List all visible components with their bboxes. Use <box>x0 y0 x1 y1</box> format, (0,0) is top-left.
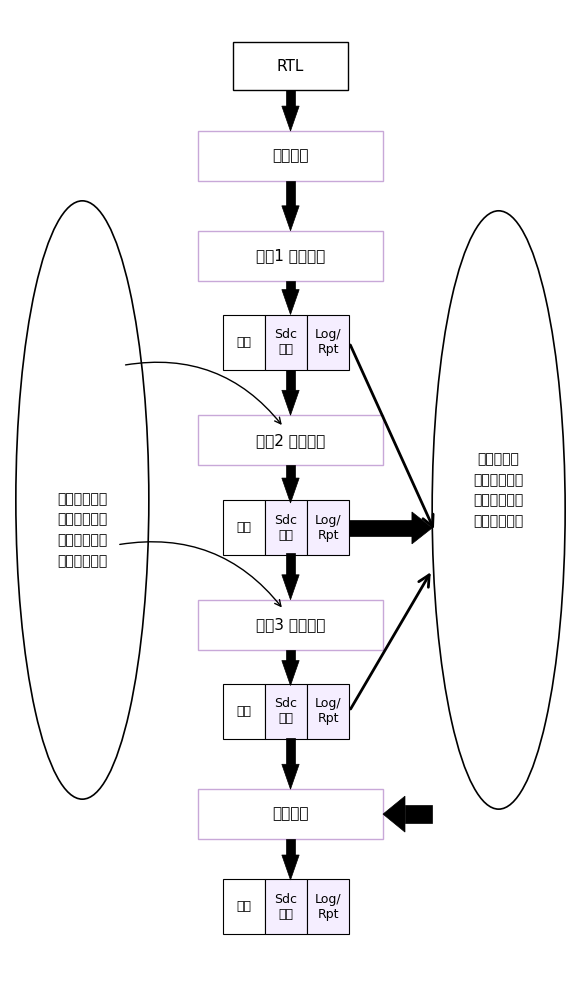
FancyBboxPatch shape <box>265 684 307 739</box>
Polygon shape <box>412 512 432 544</box>
Text: Sdc
约束: Sdc 约束 <box>274 328 297 356</box>
Polygon shape <box>282 478 299 503</box>
FancyBboxPatch shape <box>223 315 265 370</box>
Text: Log/
Rpt: Log/ Rpt <box>315 328 342 356</box>
Polygon shape <box>286 839 295 855</box>
FancyBboxPatch shape <box>232 42 349 90</box>
Polygon shape <box>383 796 405 832</box>
Text: 数据处理脚
本：数据临时
缓存区、自动
搜寻与读取等: 数据处理脚 本：数据临时 缓存区、自动 搜寻与读取等 <box>474 452 524 528</box>
Text: Log/
Rpt: Log/ Rpt <box>315 893 342 921</box>
Text: 网表: 网表 <box>236 336 251 349</box>
FancyBboxPatch shape <box>307 315 349 370</box>
Polygon shape <box>286 90 295 106</box>
FancyBboxPatch shape <box>223 684 265 739</box>
Polygon shape <box>282 290 299 315</box>
FancyBboxPatch shape <box>307 879 349 934</box>
Polygon shape <box>282 661 299 685</box>
Polygon shape <box>282 390 299 415</box>
FancyBboxPatch shape <box>307 500 349 555</box>
Text: 分块设计: 分块设计 <box>272 148 309 163</box>
Polygon shape <box>282 106 299 131</box>
FancyBboxPatch shape <box>223 879 265 934</box>
Polygon shape <box>286 553 295 575</box>
Text: 模块2 分块综合: 模块2 分块综合 <box>256 433 325 448</box>
Text: RTL: RTL <box>277 59 304 74</box>
Text: 模块3 分块综合: 模块3 分块综合 <box>256 617 325 632</box>
Text: Sdc
约束: Sdc 约束 <box>274 514 297 542</box>
FancyBboxPatch shape <box>198 789 383 839</box>
Polygon shape <box>349 520 412 536</box>
Polygon shape <box>286 370 295 390</box>
Polygon shape <box>282 764 299 789</box>
FancyBboxPatch shape <box>198 131 383 181</box>
FancyBboxPatch shape <box>265 879 307 934</box>
Text: Sdc
约束: Sdc 约束 <box>274 697 297 725</box>
Text: 网表: 网表 <box>236 521 251 534</box>
Polygon shape <box>282 206 299 231</box>
Polygon shape <box>286 281 295 290</box>
Text: 网表: 网表 <box>236 705 251 718</box>
Ellipse shape <box>16 201 149 799</box>
Ellipse shape <box>432 211 565 809</box>
Text: Log/
Rpt: Log/ Rpt <box>315 514 342 542</box>
Text: 模块1 分块综合: 模块1 分块综合 <box>256 248 325 263</box>
Polygon shape <box>286 465 295 478</box>
FancyBboxPatch shape <box>265 500 307 555</box>
Polygon shape <box>282 855 299 880</box>
FancyBboxPatch shape <box>198 231 383 281</box>
Polygon shape <box>282 575 299 600</box>
FancyBboxPatch shape <box>223 500 265 555</box>
Text: 网表: 网表 <box>236 900 251 913</box>
Text: Sdc
约束: Sdc 约束 <box>274 893 297 921</box>
Polygon shape <box>286 181 295 206</box>
FancyBboxPatch shape <box>307 684 349 739</box>
Text: 自动化运行脚
本：按照分块
模式链表依次
进行综合设计: 自动化运行脚 本：按照分块 模式链表依次 进行综合设计 <box>57 492 107 568</box>
Polygon shape <box>286 738 295 764</box>
Polygon shape <box>286 650 295 661</box>
Text: 顶层综合: 顶层综合 <box>272 807 309 822</box>
FancyBboxPatch shape <box>198 415 383 465</box>
Text: Log/
Rpt: Log/ Rpt <box>315 697 342 725</box>
FancyBboxPatch shape <box>198 600 383 650</box>
FancyBboxPatch shape <box>265 315 307 370</box>
Polygon shape <box>405 805 432 823</box>
